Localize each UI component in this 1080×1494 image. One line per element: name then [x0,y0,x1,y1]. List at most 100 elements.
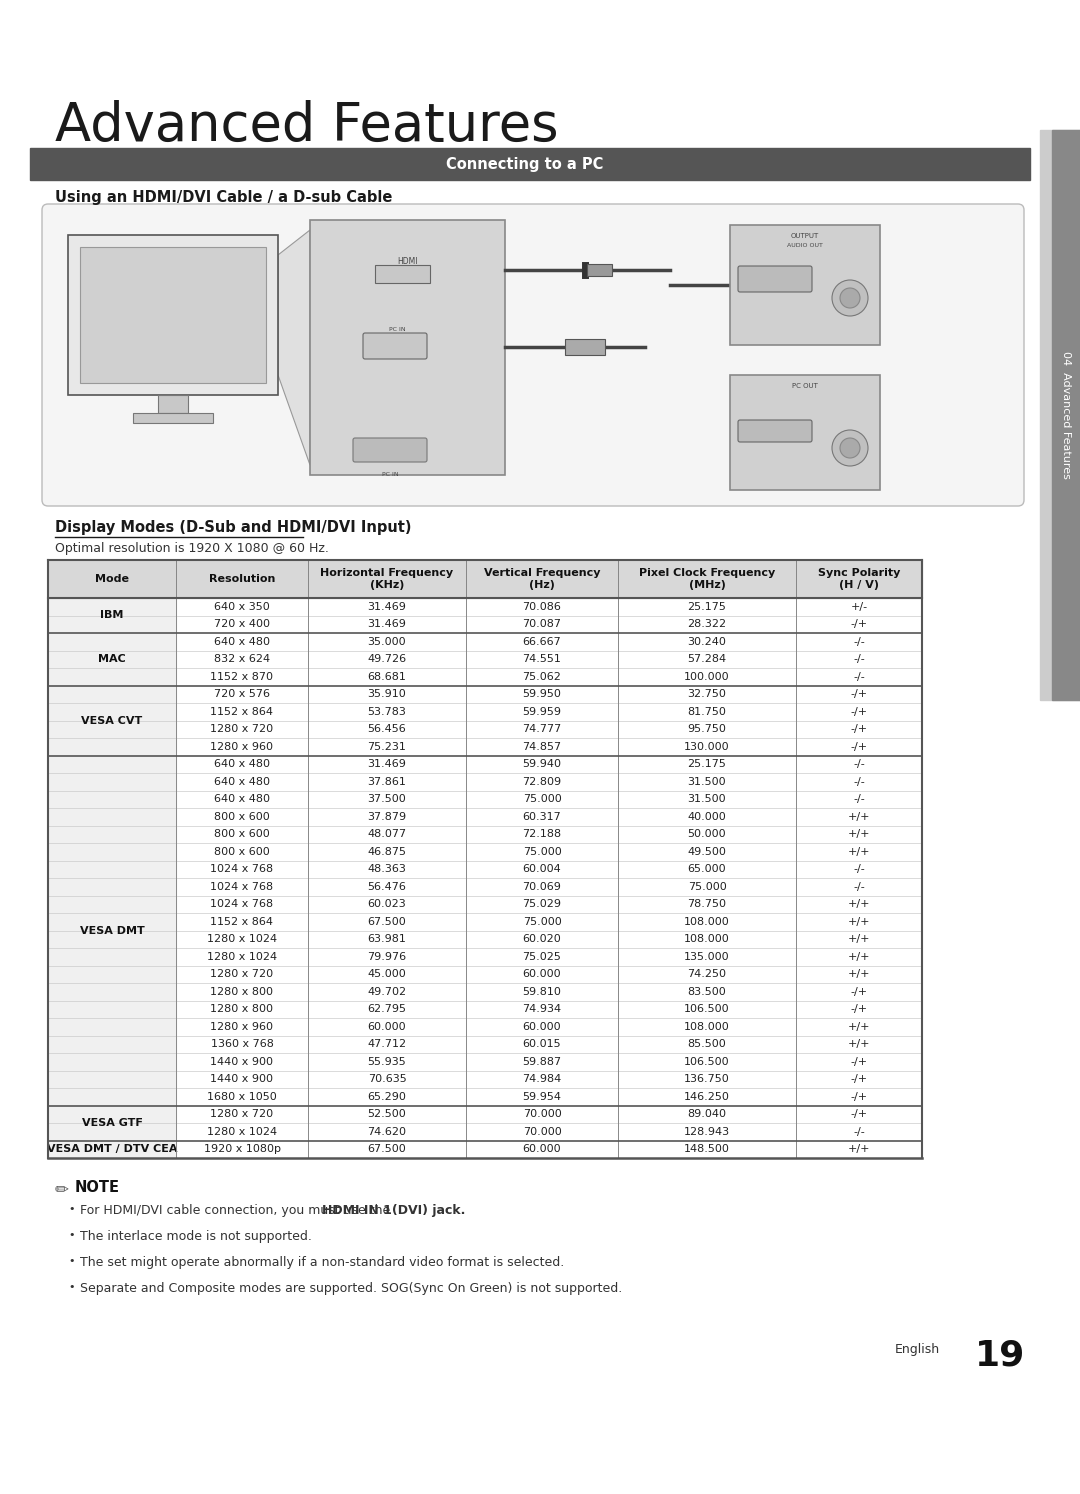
Text: 25.175: 25.175 [688,602,727,611]
Bar [730,226,880,345]
Text: -/-: -/- [853,672,865,681]
Text: 74.777: 74.777 [523,725,562,734]
Text: -/+: -/+ [850,725,867,734]
Text: 55.935: 55.935 [367,1056,406,1067]
Text: +/+: +/+ [848,934,870,944]
Text: 40.000: 40.000 [688,811,727,822]
Text: 49.726: 49.726 [367,654,406,665]
Bar [48,598,176,633]
Text: -/+: -/+ [850,619,867,629]
Text: •: • [68,1204,75,1215]
Text: 1280 x 960: 1280 x 960 [211,1022,273,1032]
Text: +/+: +/+ [848,917,870,926]
Text: 106.500: 106.500 [685,1056,730,1067]
Text: PC IN
AUDIO IN: PC IN AUDIO IN [383,327,413,338]
Text: 1152 x 864: 1152 x 864 [211,917,273,926]
Circle shape [840,288,860,308]
Text: 1280 x 800: 1280 x 800 [211,1004,273,1014]
Text: 31.469: 31.469 [367,759,406,769]
Bar [375,264,430,282]
Text: 135.000: 135.000 [685,952,730,962]
Text: •: • [68,1256,75,1265]
Text: 70.000: 70.000 [523,1126,562,1137]
Text: 59.954: 59.954 [523,1092,562,1101]
Text: 136.750: 136.750 [684,1074,730,1085]
Text: +/+: +/+ [848,1022,870,1032]
Text: OUTPUT: OUTPUT [791,233,819,239]
Text: 1280 x 1024: 1280 x 1024 [207,1126,278,1137]
Text: 74.551: 74.551 [523,654,562,665]
Text: 50.000: 50.000 [688,829,727,840]
Circle shape [832,279,868,317]
Text: -/-: -/- [853,1126,865,1137]
Text: 640 x 480: 640 x 480 [214,759,270,769]
Text: -/-: -/- [853,795,865,804]
Text: 59.959: 59.959 [523,707,562,717]
Bar [1052,130,1080,701]
Circle shape [832,430,868,466]
Text: 81.750: 81.750 [688,707,727,717]
Text: 1440 x 900: 1440 x 900 [211,1056,273,1067]
Text: -/+: -/+ [850,1004,867,1014]
Text: 62.795: 62.795 [367,1004,406,1014]
Bar [730,375,880,490]
Text: 75.000: 75.000 [523,795,562,804]
Text: VESA DMT / DTV CEA: VESA DMT / DTV CEA [46,1144,177,1155]
Text: 1920 x 1080p: 1920 x 1080p [203,1144,281,1155]
Text: 130.000: 130.000 [685,741,730,751]
Text: 52.500: 52.500 [367,1109,406,1119]
Text: 57.284: 57.284 [688,654,727,665]
Text: 65.290: 65.290 [367,1092,406,1101]
Text: 53.783: 53.783 [367,707,406,717]
Text: 60.000: 60.000 [367,1022,406,1032]
Text: The interlace mode is not supported.: The interlace mode is not supported. [80,1230,312,1243]
Text: -/+: -/+ [850,1074,867,1085]
Text: 59.810: 59.810 [523,986,562,996]
Text: 72.188: 72.188 [523,829,562,840]
Text: -/+: -/+ [850,689,867,699]
Text: 65.000: 65.000 [688,864,727,874]
Text: 1280 x 960: 1280 x 960 [211,741,273,751]
Bar [1040,130,1080,701]
Text: 75.231: 75.231 [367,741,406,751]
Text: 31.500: 31.500 [688,777,727,787]
Text: 28.322: 28.322 [688,619,727,629]
Text: 1152 x 870: 1152 x 870 [211,672,273,681]
Text: 1280 x 800: 1280 x 800 [211,986,273,996]
Bar [48,560,922,598]
Text: +/+: +/+ [848,811,870,822]
Text: 128.943: 128.943 [684,1126,730,1137]
Text: 83.500: 83.500 [688,986,727,996]
Text: -/+: -/+ [850,1056,867,1067]
Bar [80,247,266,382]
Text: 1152 x 864: 1152 x 864 [211,707,273,717]
Bar [565,339,605,356]
FancyBboxPatch shape [42,205,1024,506]
Text: 74.857: 74.857 [523,741,562,751]
FancyBboxPatch shape [353,438,427,462]
Text: For HDMI/DVI cable connection, you must use the: For HDMI/DVI cable connection, you must … [80,1204,394,1218]
Text: VESA GTF: VESA GTF [82,1118,143,1128]
Text: 148.500: 148.500 [684,1144,730,1155]
Text: 800 x 600: 800 x 600 [214,847,270,856]
Text: 45.000: 45.000 [367,970,406,979]
Text: -/-: -/- [853,881,865,892]
Text: 108.000: 108.000 [684,934,730,944]
Text: +/+: +/+ [848,1144,870,1155]
Text: -/-: -/- [853,636,865,647]
FancyBboxPatch shape [738,420,812,442]
Text: The set might operate abnormally if a non-standard video format is selected.: The set might operate abnormally if a no… [80,1256,564,1268]
Text: 1680 x 1050: 1680 x 1050 [207,1092,276,1101]
Bar [48,633,176,686]
Text: 67.500: 67.500 [367,917,406,926]
Text: HDMI: HDMI [397,257,418,266]
Text: 75.062: 75.062 [523,672,562,681]
Text: 46.875: 46.875 [367,847,406,856]
Text: MAC: MAC [98,654,126,665]
Text: 60.000: 60.000 [523,970,562,979]
Text: 800 x 600: 800 x 600 [214,829,270,840]
Text: 60.015: 60.015 [523,1040,562,1049]
Text: -/+: -/+ [850,707,867,717]
Text: Vertical Frequency
(Hz): Vertical Frequency (Hz) [484,568,600,590]
Text: 75.000: 75.000 [688,881,727,892]
